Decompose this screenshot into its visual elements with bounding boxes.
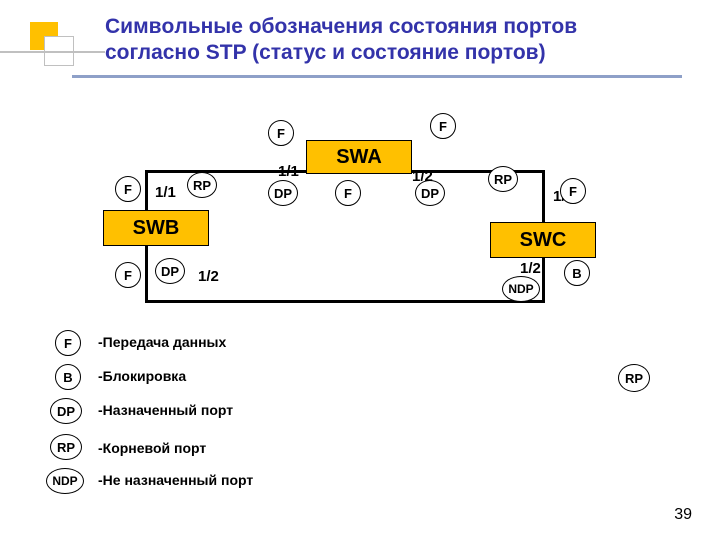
- badge-swc-top-rp: RP: [488, 166, 518, 192]
- badge-swc-bottom-b: B: [564, 260, 590, 286]
- port-swc-bottom: 1/2: [520, 260, 541, 277]
- bus-bottom: [145, 300, 545, 303]
- header-rule: [72, 75, 682, 78]
- legend-badge-dp: DP: [50, 398, 82, 424]
- legend-text-ndp: -Не назначенный порт: [98, 472, 253, 488]
- badge-swb-bottom-f: F: [115, 262, 141, 288]
- badge-swa-1-1-dp: DP: [268, 180, 298, 206]
- legend-text-b: -Блокировка: [98, 368, 186, 384]
- legend-badge-ndp: NDP: [46, 468, 84, 494]
- port-swb-top: 1/1: [155, 184, 176, 201]
- legend-badge-rp: RP: [50, 434, 82, 460]
- badge-swc-bottom-ndp: NDP: [502, 276, 540, 302]
- badge-swc-top-f: F: [560, 178, 586, 204]
- badge-swa-1-1-f-below: F: [335, 180, 361, 206]
- legend-text-rp: -Корневой порт: [98, 440, 206, 456]
- header-rule-top: [0, 51, 105, 53]
- switch-swa: SWA: [306, 140, 412, 174]
- badge-swa-1-2-dp: DP: [415, 180, 445, 206]
- badge-swa-top-f: F: [268, 120, 294, 146]
- legend-badge-b: B: [55, 364, 81, 390]
- badge-swb-bottom-dp: DP: [155, 258, 185, 284]
- legend-text-dp: -Назначенный порт: [98, 402, 233, 418]
- page-number: 39: [674, 506, 692, 524]
- legend-badge-f: F: [55, 330, 81, 356]
- swc-bottom-drop: [542, 258, 545, 303]
- slide-title: Симвoльные обозначения состояния портов …: [105, 14, 665, 67]
- switch-swc: SWC: [490, 222, 596, 258]
- swb-drop: [145, 170, 148, 210]
- legend-text-f: -Передача данных: [98, 334, 226, 350]
- swb-bottom-drop: [145, 245, 148, 303]
- switch-swb: SWB: [103, 210, 209, 246]
- badge-swa-top-right-f: F: [430, 113, 456, 139]
- swc-drop: [542, 170, 545, 222]
- badge-floating-rp: RP: [618, 364, 650, 392]
- port-swa-left: 1/1: [278, 163, 299, 180]
- port-swb-bottom: 1/2: [198, 268, 219, 285]
- badge-swb-top-rp: RP: [187, 172, 217, 198]
- badge-swb-top-f: F: [115, 176, 141, 202]
